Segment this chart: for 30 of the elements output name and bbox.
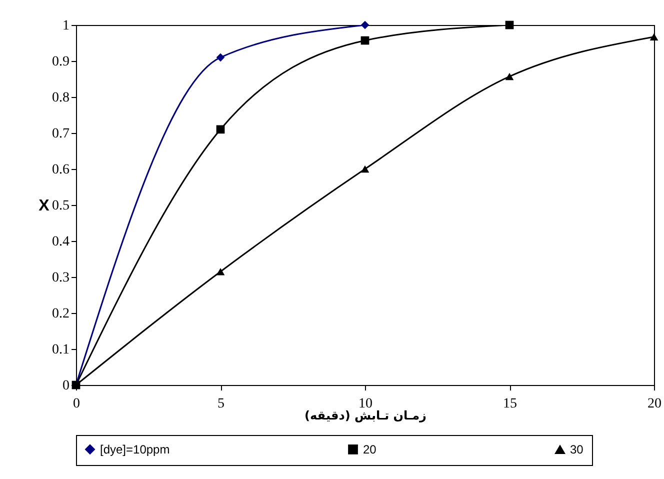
y-tick-label: 1 — [62, 18, 70, 34]
x-axis-title: زمـان تـابش (دقیقه) — [304, 408, 427, 422]
point — [216, 268, 225, 276]
y-tick-label: 0.1 — [52, 342, 70, 358]
y-tick-label: 0.7 — [52, 126, 70, 142]
y-tick-label: 0.5 — [52, 198, 70, 214]
x-tick-label: 0 — [73, 396, 80, 412]
y-tick-label: 0.4 — [52, 234, 70, 250]
y-tick-label: 0.6 — [52, 162, 70, 178]
x-tick-label: 20 — [648, 396, 662, 412]
point — [505, 20, 514, 30]
legend-label: 30 — [570, 442, 584, 457]
point — [216, 125, 225, 134]
point — [360, 165, 370, 173]
point — [650, 33, 658, 41]
y-tick-label: 0 — [62, 378, 70, 394]
point — [360, 20, 370, 30]
point — [216, 53, 225, 62]
x-tick-label: 5 — [218, 396, 224, 412]
legend-label: [dye]=10ppm — [100, 442, 170, 456]
point — [360, 36, 370, 45]
x-tick-label: 15 — [503, 396, 517, 412]
y-tick-label: 0.9 — [52, 54, 70, 70]
y-axis-title: X — [38, 198, 50, 214]
y-tick-label: 0.3 — [52, 270, 70, 286]
legend-label: 20 — [363, 442, 377, 456]
x-tick-label: 10 — [358, 396, 372, 412]
y-tick-label: 0.8 — [52, 90, 70, 106]
point — [505, 72, 514, 80]
y-tick-label: 0.2 — [52, 306, 70, 322]
